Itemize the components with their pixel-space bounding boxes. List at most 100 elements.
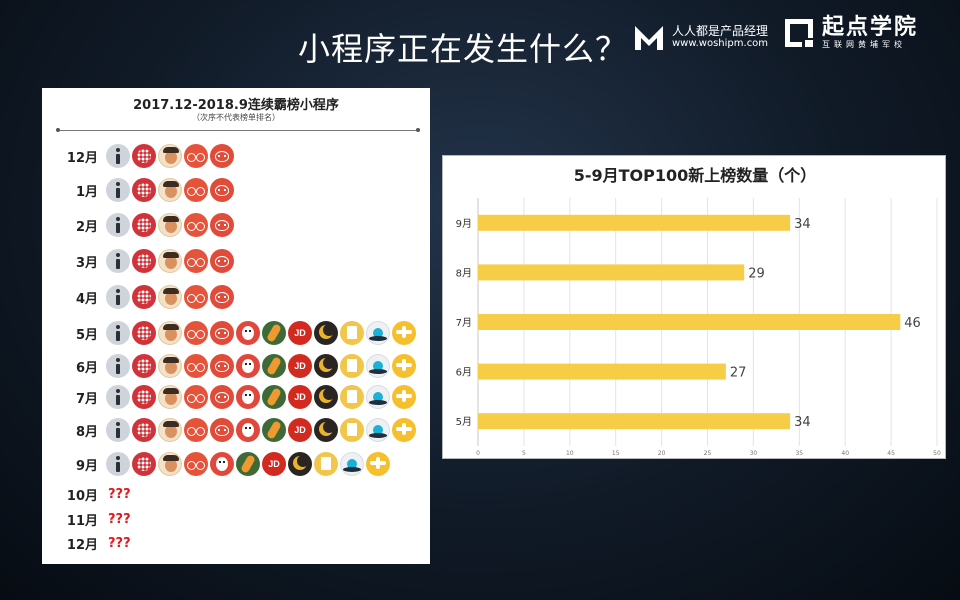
heart-icon[interactable]: [132, 321, 156, 345]
info-icon[interactable]: [106, 249, 130, 273]
heart-icon[interactable]: [132, 452, 156, 476]
info-icon[interactable]: [106, 213, 130, 237]
qidian-logo-name: 起点学院: [822, 15, 919, 40]
x-tick-label: 30: [750, 450, 758, 457]
book-icon[interactable]: [340, 418, 364, 442]
man-icon[interactable]: [158, 452, 182, 476]
green-leaf-icon[interactable]: [262, 418, 286, 442]
bike-icon[interactable]: [184, 385, 208, 409]
x-tick-label: 20: [658, 450, 666, 457]
moon-icon[interactable]: [314, 385, 338, 409]
man-icon[interactable]: [158, 144, 182, 168]
plane-icon[interactable]: [392, 385, 416, 409]
info-icon[interactable]: [106, 285, 130, 309]
man-icon[interactable]: [158, 178, 182, 202]
red-face-icon[interactable]: [210, 452, 234, 476]
heart-icon[interactable]: [132, 418, 156, 442]
man-icon[interactable]: [158, 321, 182, 345]
bike-icon[interactable]: [184, 178, 208, 202]
chart-title: 5-9月TOP100新上榜数量（个）: [573, 166, 817, 185]
plane-icon[interactable]: [392, 354, 416, 378]
plane-icon[interactable]: [366, 452, 390, 476]
man-icon[interactable]: [158, 213, 182, 237]
info-icon[interactable]: [106, 144, 130, 168]
qidian-logo: 起点学院 互联网黄埔军校: [782, 16, 918, 50]
jd-icon[interactable]: JD: [288, 321, 312, 345]
heart-icon[interactable]: [132, 249, 156, 273]
info-icon[interactable]: [106, 385, 130, 409]
man-icon[interactable]: [158, 354, 182, 378]
bike-icon[interactable]: [184, 321, 208, 345]
bike-icon[interactable]: [184, 213, 208, 237]
jd-icon[interactable]: JD: [288, 418, 312, 442]
data-label: 46: [904, 316, 921, 331]
cat-icon[interactable]: [210, 285, 234, 309]
man-icon[interactable]: [158, 285, 182, 309]
bike-icon[interactable]: [184, 354, 208, 378]
plane-icon[interactable]: [392, 321, 416, 345]
moon-icon[interactable]: [288, 452, 312, 476]
cat-icon[interactable]: [210, 213, 234, 237]
moon-icon[interactable]: [314, 354, 338, 378]
man-icon[interactable]: [158, 418, 182, 442]
drop-icon[interactable]: [340, 452, 364, 476]
green-leaf-icon[interactable]: [262, 321, 286, 345]
heart-icon[interactable]: [132, 385, 156, 409]
cat-icon[interactable]: [210, 385, 234, 409]
panel-subtitle: （次序不代表榜单排名）: [192, 113, 280, 122]
moon-icon[interactable]: [314, 418, 338, 442]
heart-icon[interactable]: [132, 213, 156, 237]
bike-icon[interactable]: [184, 144, 208, 168]
jd-icon[interactable]: JD: [288, 354, 312, 378]
drop-icon[interactable]: [366, 418, 390, 442]
cat-icon[interactable]: [210, 249, 234, 273]
bike-icon[interactable]: [184, 452, 208, 476]
red-face-icon[interactable]: [236, 385, 260, 409]
info-icon[interactable]: [106, 321, 130, 345]
drop-icon[interactable]: [366, 354, 390, 378]
info-icon[interactable]: [106, 452, 130, 476]
month-label: 3月: [75, 255, 98, 271]
red-face-icon[interactable]: [236, 418, 260, 442]
book-icon[interactable]: [340, 321, 364, 345]
bar: [478, 264, 745, 281]
red-face-icon[interactable]: [236, 321, 260, 345]
month-row: 6月 JD: [52, 353, 416, 379]
cat-icon[interactable]: [210, 178, 234, 202]
new-entries-bar-chart: 0 5 10 15 20 25 30 35 40 45 50 9月 34 8月 29 7月 46 6月 27 5月 34: [456, 198, 941, 457]
red-face-icon[interactable]: [236, 354, 260, 378]
cat-icon[interactable]: [210, 321, 234, 345]
bar: [478, 214, 791, 231]
renren-logo: 人人都是产品经理 www.woshipm.com: [632, 20, 768, 54]
green-leaf-icon[interactable]: [262, 354, 286, 378]
drop-icon[interactable]: [366, 385, 390, 409]
info-icon[interactable]: [106, 178, 130, 202]
cat-icon[interactable]: [210, 144, 234, 168]
jd-icon[interactable]: JD: [262, 452, 286, 476]
book-icon[interactable]: [314, 452, 338, 476]
heart-icon[interactable]: [132, 354, 156, 378]
drop-icon[interactable]: [366, 321, 390, 345]
bike-icon[interactable]: [184, 285, 208, 309]
cat-icon[interactable]: [210, 354, 234, 378]
book-icon[interactable]: [340, 354, 364, 378]
x-tick-label: 35: [795, 450, 803, 457]
jd-icon[interactable]: JD: [288, 385, 312, 409]
book-icon[interactable]: [340, 385, 364, 409]
cat-icon[interactable]: [210, 418, 234, 442]
plane-icon[interactable]: [392, 418, 416, 442]
man-icon[interactable]: [158, 385, 182, 409]
heart-icon[interactable]: [132, 285, 156, 309]
month-label: 10月: [66, 488, 98, 504]
info-icon[interactable]: [106, 418, 130, 442]
green-leaf-icon[interactable]: [236, 452, 260, 476]
moon-icon[interactable]: [314, 321, 338, 345]
bike-icon[interactable]: [184, 418, 208, 442]
heart-icon[interactable]: [132, 178, 156, 202]
qidian-logo-icon: [785, 19, 813, 47]
man-icon[interactable]: [158, 249, 182, 273]
bike-icon[interactable]: [184, 249, 208, 273]
info-icon[interactable]: [106, 354, 130, 378]
heart-icon[interactable]: [132, 144, 156, 168]
green-leaf-icon[interactable]: [262, 385, 286, 409]
